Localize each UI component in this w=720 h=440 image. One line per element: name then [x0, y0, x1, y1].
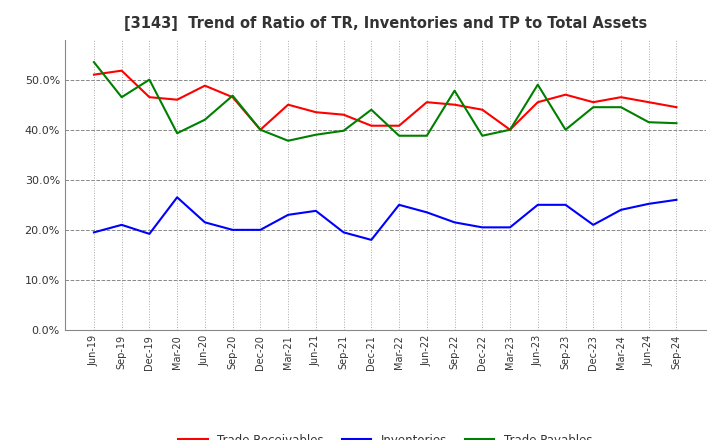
Trade Payables — [284, 138, 292, 143]
Trade Receivables — [616, 95, 625, 100]
Title: [3143]  Trend of Ratio of TR, Inventories and TP to Total Assets: [3143] Trend of Ratio of TR, Inventories… — [124, 16, 647, 32]
Trade Receivables — [89, 72, 98, 77]
Inventories — [367, 237, 376, 242]
Trade Payables — [672, 121, 681, 126]
Inventories — [616, 207, 625, 213]
Trade Receivables — [339, 112, 348, 117]
Trade Receivables — [534, 99, 542, 105]
Inventories — [423, 210, 431, 215]
Trade Payables — [173, 131, 181, 136]
Trade Receivables — [478, 107, 487, 112]
Trade Receivables — [173, 97, 181, 103]
Trade Payables — [616, 105, 625, 110]
Inventories — [478, 225, 487, 230]
Trade Receivables — [228, 95, 237, 100]
Line: Inventories: Inventories — [94, 197, 677, 240]
Inventories — [561, 202, 570, 208]
Inventories — [201, 220, 210, 225]
Inventories — [450, 220, 459, 225]
Inventories — [534, 202, 542, 208]
Trade Payables — [367, 107, 376, 112]
Trade Receivables — [145, 95, 154, 100]
Trade Payables — [561, 127, 570, 132]
Trade Payables — [534, 82, 542, 87]
Trade Payables — [117, 95, 126, 100]
Inventories — [505, 225, 514, 230]
Trade Receivables — [450, 102, 459, 107]
Inventories — [89, 230, 98, 235]
Trade Receivables — [312, 110, 320, 115]
Trade Payables — [644, 120, 653, 125]
Trade Receivables — [589, 99, 598, 105]
Trade Payables — [339, 128, 348, 133]
Inventories — [284, 212, 292, 217]
Trade Receivables — [561, 92, 570, 97]
Trade Payables — [201, 117, 210, 122]
Trade Receivables — [284, 102, 292, 107]
Trade Receivables — [423, 99, 431, 105]
Inventories — [256, 227, 265, 232]
Line: Trade Payables: Trade Payables — [94, 62, 677, 141]
Inventories — [395, 202, 403, 208]
Inventories — [312, 208, 320, 213]
Legend: Trade Receivables, Inventories, Trade Payables: Trade Receivables, Inventories, Trade Pa… — [174, 429, 597, 440]
Trade Payables — [478, 133, 487, 138]
Trade Payables — [450, 88, 459, 93]
Inventories — [117, 222, 126, 227]
Inventories — [644, 201, 653, 206]
Trade Receivables — [256, 127, 265, 132]
Inventories — [173, 194, 181, 200]
Trade Receivables — [644, 99, 653, 105]
Trade Payables — [312, 132, 320, 137]
Line: Trade Receivables: Trade Receivables — [94, 71, 677, 130]
Trade Payables — [423, 133, 431, 138]
Trade Receivables — [672, 105, 681, 110]
Trade Payables — [89, 59, 98, 65]
Trade Receivables — [395, 123, 403, 128]
Trade Receivables — [201, 83, 210, 88]
Inventories — [228, 227, 237, 232]
Trade Payables — [395, 133, 403, 138]
Inventories — [339, 230, 348, 235]
Trade Receivables — [505, 127, 514, 132]
Trade Receivables — [117, 68, 126, 73]
Trade Payables — [145, 77, 154, 82]
Trade Payables — [505, 127, 514, 132]
Trade Receivables — [367, 123, 376, 128]
Trade Payables — [589, 105, 598, 110]
Trade Payables — [228, 93, 237, 98]
Inventories — [672, 197, 681, 202]
Inventories — [145, 231, 154, 237]
Inventories — [589, 222, 598, 227]
Trade Payables — [256, 127, 265, 132]
